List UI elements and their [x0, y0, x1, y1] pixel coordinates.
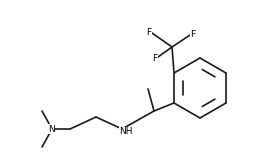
- Text: NH: NH: [119, 128, 133, 136]
- Text: N: N: [48, 124, 54, 134]
- Text: F: F: [147, 28, 152, 36]
- Text: F: F: [190, 30, 196, 38]
- Text: F: F: [152, 53, 158, 63]
